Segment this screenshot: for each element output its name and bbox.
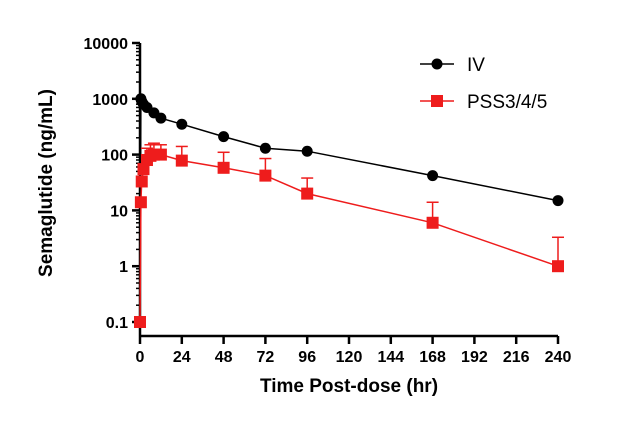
series-1 <box>134 142 564 328</box>
x-axis-title: Time Post-dose (hr) <box>260 376 438 397</box>
x-tick-label: 0 <box>136 349 145 366</box>
y-axis-title: Semaglutide (ng/mL) <box>36 89 57 277</box>
x-tick-label: 96 <box>298 349 316 366</box>
data-point <box>175 154 188 167</box>
series-0 <box>134 93 564 328</box>
y-tick-label: 0.1 <box>106 315 128 332</box>
data-point <box>259 142 271 154</box>
y-tick-label: 100 <box>101 148 128 165</box>
y-tick-label: 10000 <box>84 36 129 53</box>
legend-label: PSS3/4/5 <box>467 92 547 113</box>
x-tick-label: 192 <box>461 349 488 366</box>
data-point <box>301 187 314 200</box>
y-tick-label: 1000 <box>92 92 128 109</box>
y-tick-label: 10 <box>110 203 128 220</box>
legend-label: IV <box>467 55 485 76</box>
data-point <box>552 195 564 207</box>
data-point <box>426 216 439 229</box>
x-tick-label: 144 <box>377 349 404 366</box>
x-tick-label: 48 <box>215 349 233 366</box>
data-point <box>301 145 313 157</box>
data-point <box>155 112 167 124</box>
data-point <box>154 148 167 161</box>
data-point <box>259 169 272 182</box>
legend: IV PSS3/4/5 <box>420 55 547 113</box>
data-point <box>134 196 147 209</box>
series-line <box>139 98 559 323</box>
x-tick-label: 120 <box>336 349 363 366</box>
data-point <box>135 175 148 188</box>
data-point <box>134 316 146 328</box>
legend-marker <box>431 95 443 107</box>
x-tick-label: 216 <box>503 349 530 366</box>
data-point <box>137 163 150 176</box>
data-point <box>552 260 564 273</box>
data-point <box>176 118 188 130</box>
x-tick-label: 72 <box>257 349 275 366</box>
y-tick-label: 1 <box>119 259 128 276</box>
data-point <box>218 131 230 143</box>
x-tick-label: 240 <box>545 349 572 366</box>
data-point <box>217 161 230 174</box>
data-point <box>427 170 439 182</box>
series-line <box>139 153 559 323</box>
axes-group: 0.1 1 10 100 1000 10000 0 24 48 72 96 120 144 168 192 2… <box>84 36 572 366</box>
series-group <box>134 93 564 328</box>
legend-marker <box>431 58 443 70</box>
x-tick-label: 24 <box>173 349 191 366</box>
x-tick-label: 168 <box>419 349 446 366</box>
